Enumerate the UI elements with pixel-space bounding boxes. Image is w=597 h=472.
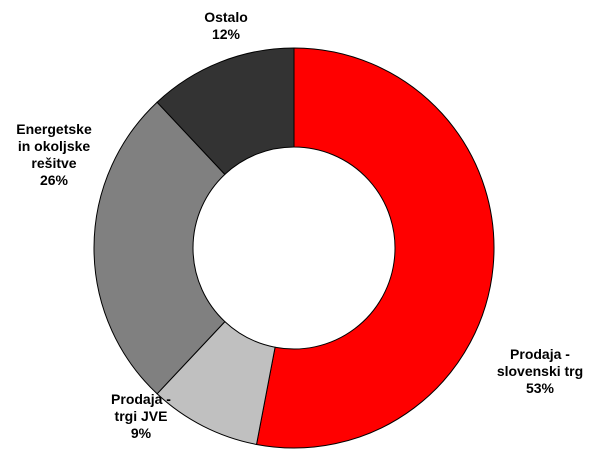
slice-label-2: Energetske in okoljske rešitve 26% <box>16 121 92 188</box>
slice-name-line: slovenski trg <box>497 363 583 379</box>
slice-name-line: Prodaja - <box>111 391 171 407</box>
slice-value-label: 12% <box>212 26 241 42</box>
slice-value-label: 9% <box>131 425 152 441</box>
slice-label-1: Prodaja -trgi JVE 9% <box>111 391 171 441</box>
slice-name-line: trgi JVE <box>115 408 168 424</box>
slice-2 <box>93 101 226 395</box>
slice-name-line: Prodaja - <box>510 346 570 362</box>
slice-labels: Prodaja -slovenski trg 53%Prodaja -trgi J… <box>16 9 583 441</box>
slice-name-line: rešitve <box>31 155 76 171</box>
slice-label-0: Prodaja -slovenski trg 53% <box>497 346 583 396</box>
slice-value-label: 26% <box>40 172 69 188</box>
slice-0 <box>255 47 495 449</box>
donut-slices <box>93 47 495 449</box>
slice-label-3: Ostalo 12% <box>204 9 248 42</box>
slice-value-label: 53% <box>526 380 555 396</box>
slice-name-line: in okoljske <box>18 138 91 154</box>
slice-name-line: Ostalo <box>204 9 248 25</box>
slice-name-line: Energetske <box>16 121 92 137</box>
slice-3 <box>156 47 295 176</box>
